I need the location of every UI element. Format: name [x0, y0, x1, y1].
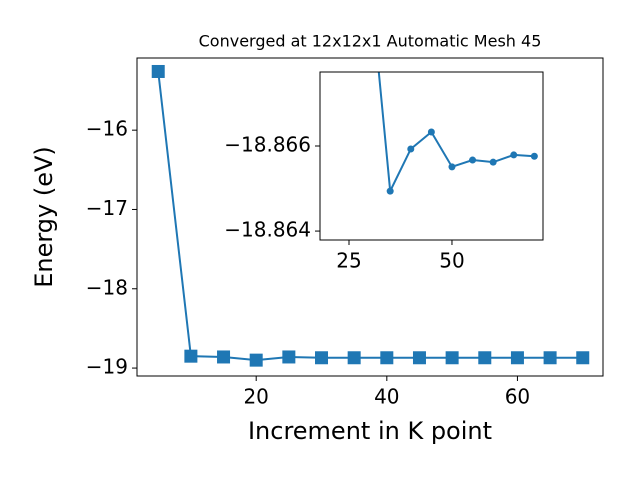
y-tick-label: −19	[86, 355, 128, 379]
marker	[445, 351, 459, 365]
marker	[530, 152, 538, 160]
x-tick-label: 60	[505, 385, 530, 409]
marker	[510, 151, 518, 159]
marker	[151, 64, 165, 78]
marker	[347, 351, 361, 365]
marker	[448, 163, 456, 171]
y-tick-label: −17	[86, 196, 128, 220]
x-tick-label: 40	[374, 385, 399, 409]
y-tick-label: −18.866	[224, 133, 311, 157]
marker	[510, 351, 524, 365]
marker	[543, 351, 557, 365]
y-tick-label: −18.864	[224, 218, 311, 242]
marker	[469, 156, 477, 164]
marker	[315, 351, 329, 365]
marker	[576, 351, 590, 365]
axes-frame	[319, 71, 544, 241]
marker	[407, 145, 415, 153]
marker	[478, 351, 492, 365]
marker	[282, 350, 296, 364]
marker	[217, 350, 231, 364]
y-tick-label: −16	[86, 117, 128, 141]
marker	[489, 158, 497, 166]
marker	[427, 128, 435, 136]
x-tick-label: 50	[439, 249, 464, 273]
y-tick-label: −18	[86, 275, 128, 299]
marker	[386, 187, 394, 195]
x-axis-label: Increment in K point	[248, 417, 492, 445]
plot-group	[151, 64, 590, 367]
marker	[380, 351, 394, 365]
x-tick-label: 25	[336, 249, 361, 273]
chart-title: Converged at 12x12x1 Automatic Mesh 45	[199, 32, 542, 51]
marker	[184, 349, 198, 363]
plot-group	[377, 72, 538, 195]
plot-area	[320, 72, 543, 240]
marker	[412, 351, 426, 365]
axes-frame	[136, 57, 604, 377]
marker	[249, 353, 263, 367]
x-tick-label: 20	[243, 385, 268, 409]
y-axis-label: Energy (eV)	[30, 146, 58, 288]
